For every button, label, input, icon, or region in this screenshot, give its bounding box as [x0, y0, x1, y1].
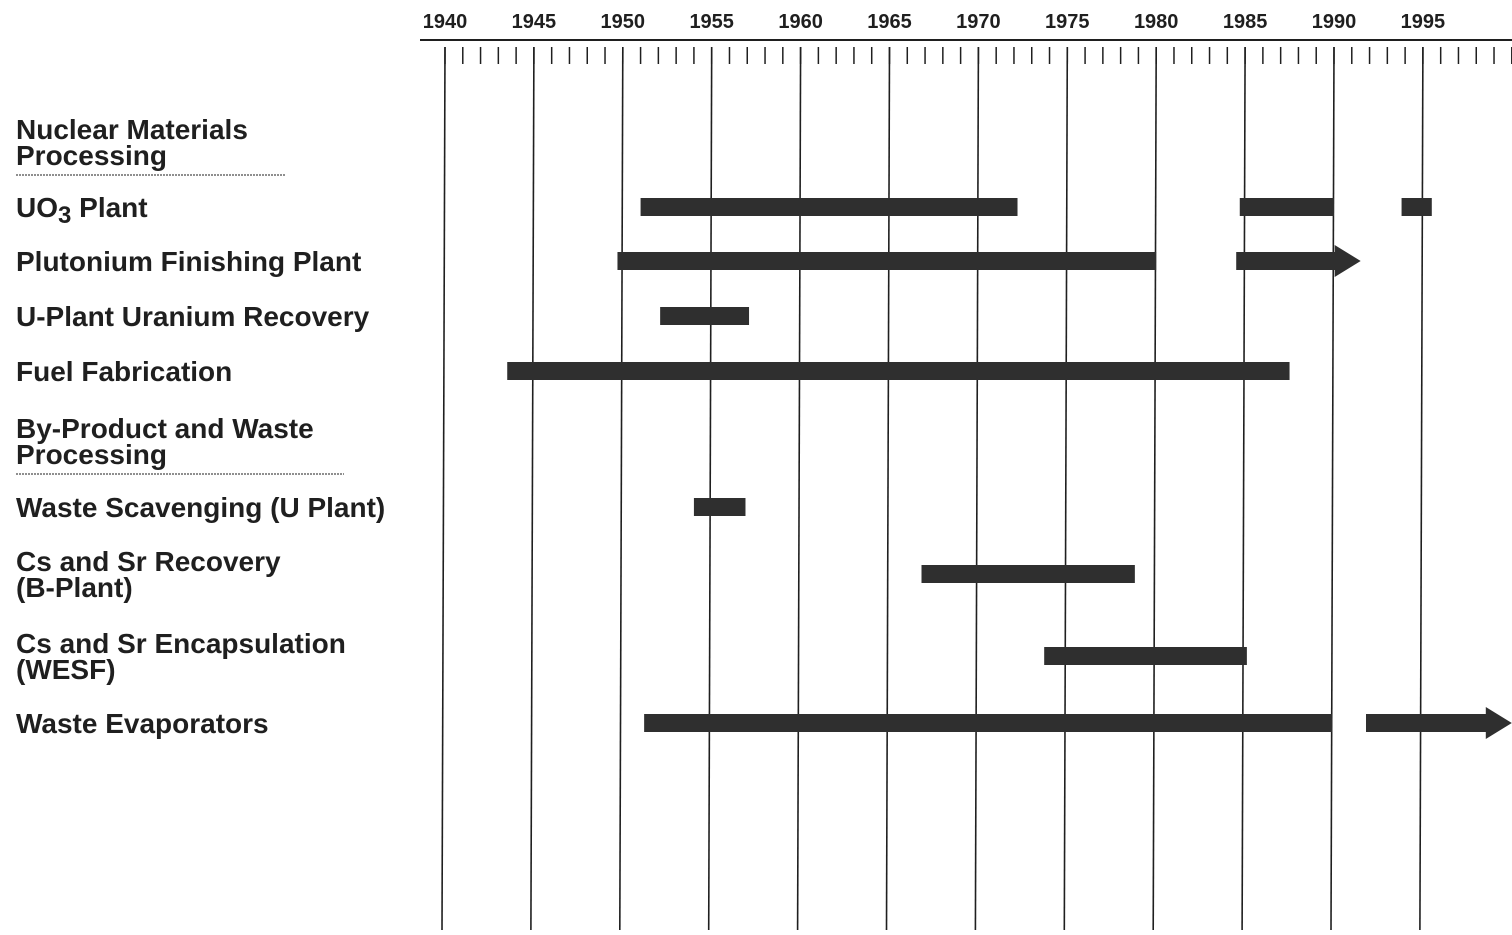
- row-label-line: Processing: [16, 439, 167, 470]
- timeline-bar: [1401, 198, 1432, 216]
- row-label-line: Cs and Sr Recovery: [16, 546, 281, 577]
- timeline-bar: [640, 198, 1018, 216]
- row-label: UO3 Plant: [16, 192, 148, 229]
- x-tick-label: 1975: [1045, 11, 1090, 33]
- row-label-line: UO3 Plant: [16, 192, 148, 229]
- grid-group: [441, 46, 1424, 931]
- section-label: By-Product and Waste Processing: [16, 413, 314, 470]
- grid-line: [974, 46, 980, 931]
- timeline-bar-arrow: [1236, 245, 1361, 277]
- x-tick-label: 1995: [1401, 11, 1446, 33]
- x-tick-label: 1970: [956, 11, 1001, 33]
- timeline-bar: [660, 307, 750, 325]
- row-label-line: Processing: [16, 140, 167, 171]
- x-tick-label: 1950: [601, 11, 646, 33]
- timeline-bar: [1239, 198, 1334, 216]
- row-label: U-Plant Uranium Recovery: [16, 301, 370, 332]
- row-label: Waste Evaporators: [16, 708, 269, 739]
- grid-line: [1419, 46, 1424, 931]
- x-tick-label: 1955: [689, 11, 734, 33]
- row-label-line: Nuclear Materials: [16, 114, 248, 145]
- grid-line: [618, 46, 624, 931]
- x-tick-label: 1940: [423, 11, 468, 33]
- grid-line: [707, 46, 713, 931]
- timeline-bar-arrow: [1366, 707, 1512, 739]
- x-tick-label: 1985: [1223, 11, 1268, 33]
- row-label: Cs and Sr Recovery (B-Plant): [16, 546, 281, 603]
- label-text-part: UO: [16, 192, 58, 223]
- x-tick-label: 1960: [778, 11, 823, 33]
- grid-line: [885, 46, 891, 931]
- x-tick-label: 1990: [1312, 11, 1357, 33]
- row-label-line: Cs and Sr Encapsulation: [16, 628, 346, 659]
- x-tick-label: 1980: [1134, 11, 1179, 33]
- row-label: Waste Scavenging (U Plant): [16, 492, 385, 523]
- timeline-bar: [921, 565, 1135, 583]
- row-label-line: Plutonium Finishing Plant: [16, 246, 361, 277]
- timeline-bar: [507, 362, 1290, 380]
- row-label-line: U-Plant Uranium Recovery: [16, 301, 370, 332]
- grid-line: [1241, 46, 1246, 931]
- grid-line: [796, 46, 802, 931]
- label-subscript: 3: [58, 202, 71, 229]
- row-label: Cs and Sr Encapsulation (WESF): [16, 628, 346, 685]
- section-label: Nuclear Materials Processing: [16, 114, 248, 171]
- timeline-bar: [644, 714, 1333, 732]
- label-text-part: Plant: [71, 192, 147, 223]
- grid-line: [530, 46, 535, 931]
- x-tick-label: 1965: [867, 11, 912, 33]
- grid-line: [441, 46, 446, 931]
- grid-line: [1152, 46, 1157, 931]
- x-axis-group: 1940 1945 1950 1955 1960 1965 1970 1975 1980 1985…: [420, 11, 1512, 64]
- grid-line: [1330, 46, 1335, 931]
- x-tick-label: 1945: [512, 11, 557, 33]
- row-label-line: Waste Scavenging (U Plant): [16, 492, 385, 523]
- row-label-line: (B-Plant): [16, 572, 133, 603]
- grid-line: [1063, 46, 1069, 931]
- row-label-line: By-Product and Waste: [16, 413, 314, 444]
- timeline-bar: [693, 498, 746, 516]
- timeline-bar: [1044, 647, 1247, 665]
- timeline-bar: [617, 252, 1157, 270]
- row-label-line: Waste Evaporators: [16, 708, 269, 739]
- row-label: Fuel Fabrication: [16, 356, 232, 387]
- row-label-line: Fuel Fabrication: [16, 356, 232, 387]
- row-label-line: (WESF): [16, 654, 116, 685]
- bars-group: [507, 198, 1512, 739]
- row-label: Plutonium Finishing Plant: [16, 246, 361, 277]
